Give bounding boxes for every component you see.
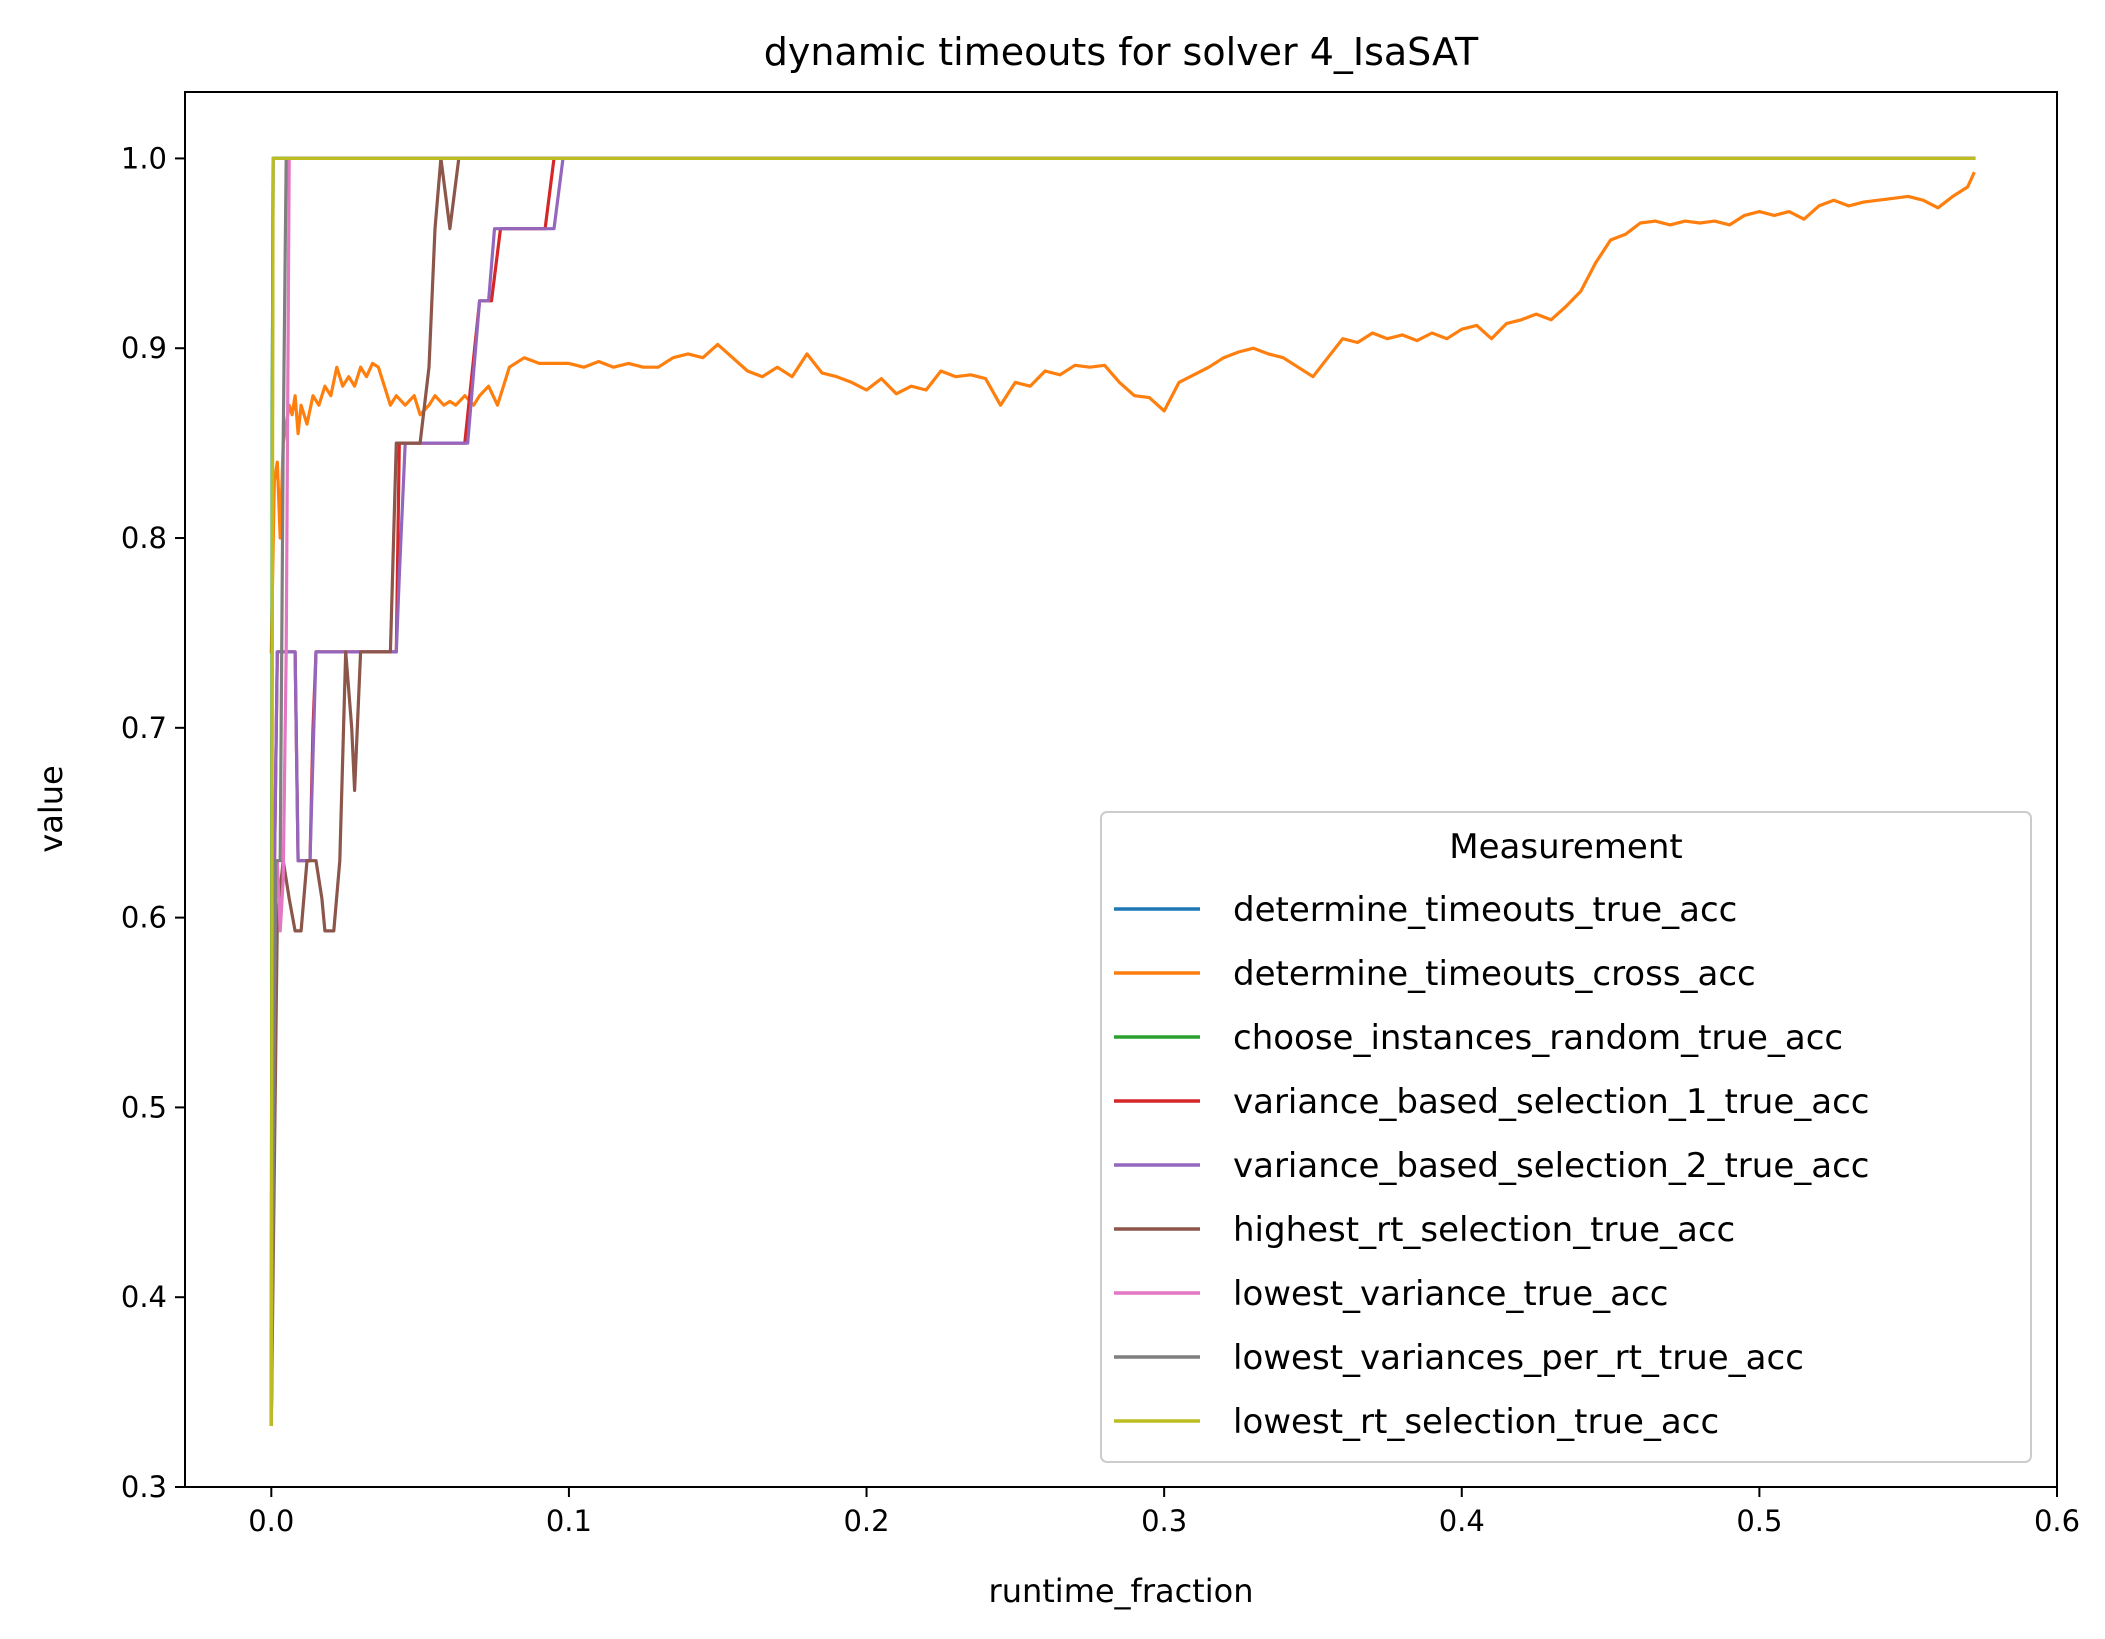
y-tick-label: 1.0 [121,141,167,175]
y-tick-label: 0.5 [121,1090,167,1124]
legend-entry-label: determine_timeouts_true_acc [1233,890,1737,930]
legend-entry-label: determine_timeouts_cross_acc [1233,954,1756,994]
x-tick-label: 0.5 [1736,1504,1782,1538]
legend: Measurement determine_timeouts_true_accd… [1100,811,2032,1463]
x-axis-label: runtime_fraction [989,1572,1254,1610]
legend-entry-label: lowest_variances_per_rt_true_acc [1233,1338,1804,1378]
series-layer [269,156,1976,1427]
y-tick-label: 0.3 [121,1470,167,1504]
y-tick-label: 0.9 [121,331,167,365]
legend-items: determine_timeouts_true_acc determine_tim… [1114,890,1869,1442]
y-tick-label: 0.4 [121,1280,167,1314]
x-tick-label: 0.4 [1439,1504,1485,1538]
legend-entry-label: variance_based_selection_2_true_acc [1233,1146,1869,1186]
series-line-lowest_rt_selection_true_acc [269,156,1976,1427]
legend-title: Measurement [1449,827,1682,867]
y-axis-label: value [32,765,70,852]
x-tick-label: 0.0 [248,1504,294,1538]
plot-frame [184,91,2058,1488]
legend-entry-label: lowest_variance_true_acc [1233,1274,1668,1314]
x-tick-label: 0.3 [1141,1504,1187,1538]
y-axis: 0.3 0.4 0.5 0.6 0.7 0.8 0.9 1.0 [121,141,185,1504]
y-tick-label: 0.6 [121,901,167,935]
x-axis: 0.0 0.1 0.2 0.3 0.4 0.5 0.6 [248,1487,2080,1538]
legend-entry-label: highest_rt_selection_true_acc [1233,1210,1735,1250]
y-tick-label: 0.8 [121,521,167,555]
x-tick-label: 0.1 [546,1504,592,1538]
legend-entry-label: lowest_rt_selection_true_acc [1233,1402,1719,1442]
legend-entry-label: choose_instances_random_true_acc [1233,1018,1843,1058]
x-tick-label: 0.6 [2034,1504,2080,1538]
legend-entry-label: variance_based_selection_1_true_acc [1233,1082,1869,1122]
series-line-variance_based_selection_2_true_acc [269,156,1976,1427]
y-tick-label: 0.7 [121,711,167,745]
series-line-determine_timeouts_cross_acc [269,171,1976,654]
series-line-highest_rt_selection_true_acc [269,156,1976,1427]
x-tick-label: 0.2 [843,1504,889,1538]
chart-title: dynamic timeouts for solver 4_IsaSAT [764,30,1479,74]
legend-box [1100,811,2032,1463]
